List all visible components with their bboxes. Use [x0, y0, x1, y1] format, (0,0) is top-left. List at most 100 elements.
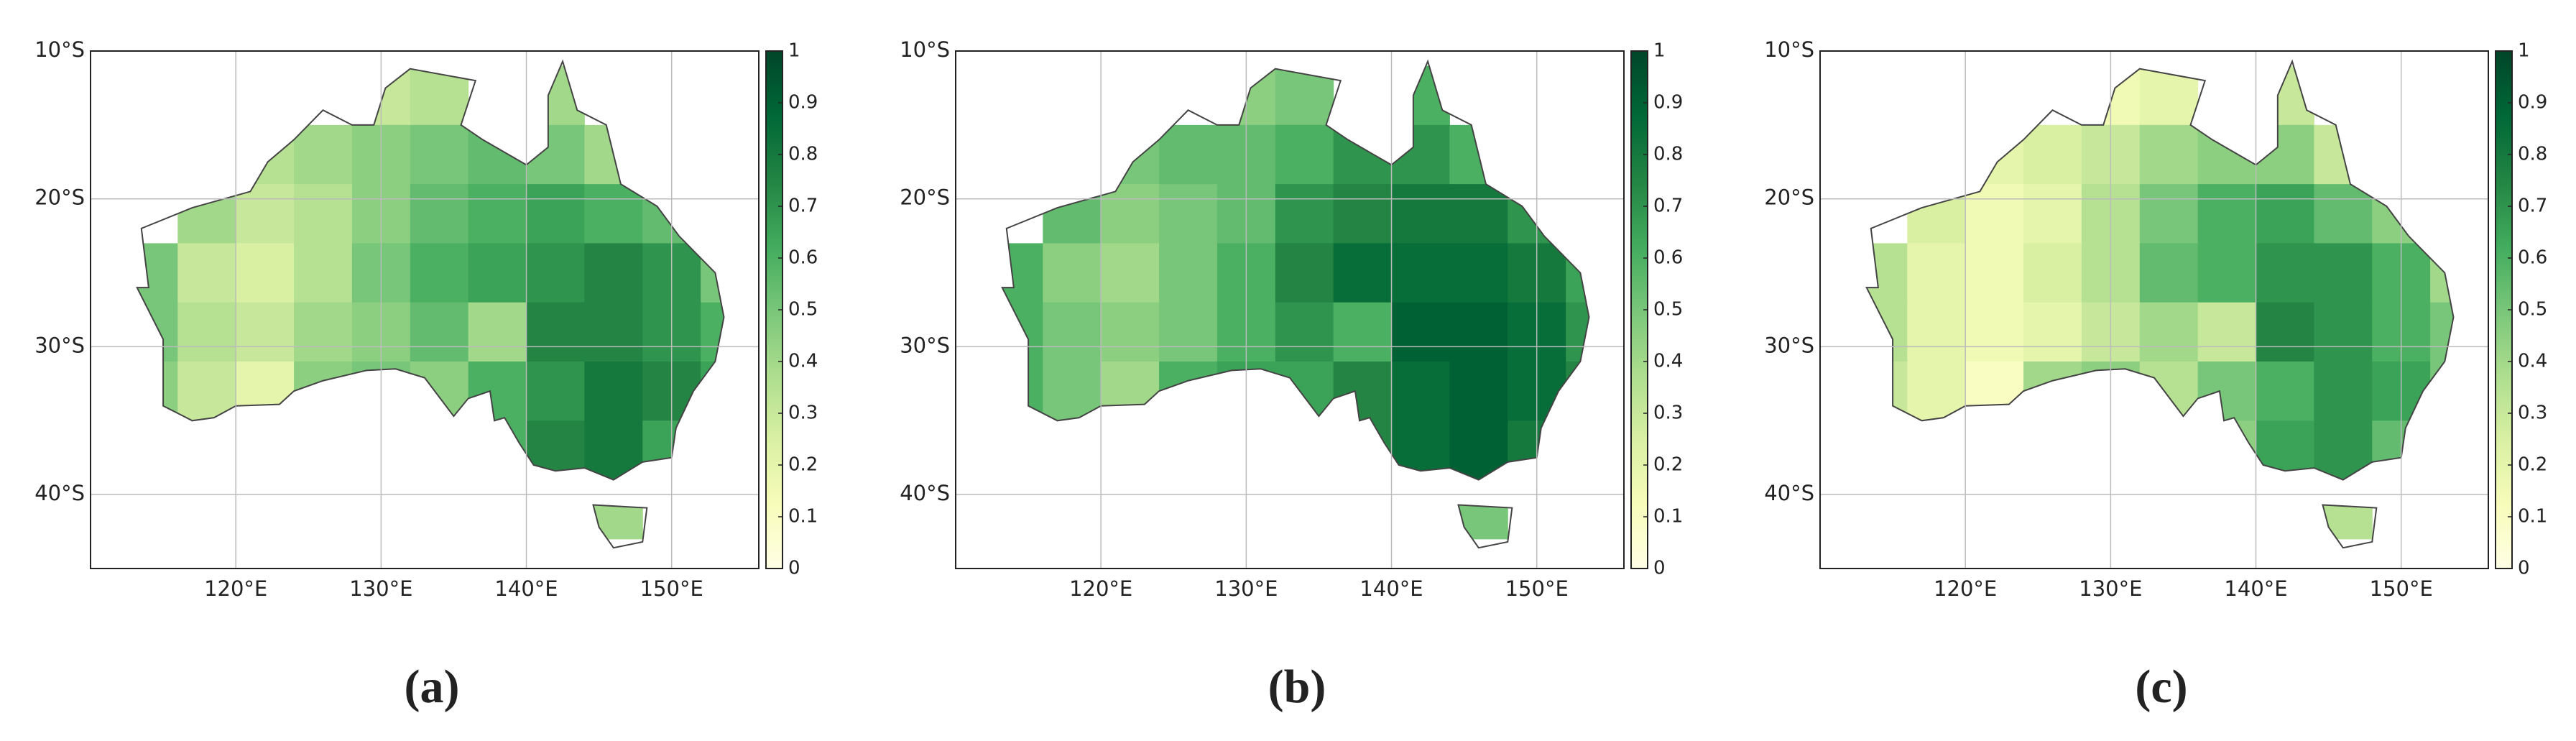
grid-cell: [468, 362, 527, 421]
grid-cell: [1333, 420, 1393, 481]
grid-cell: [410, 124, 469, 185]
grid-cells: [1866, 65, 2454, 540]
grid-cell: [1043, 362, 1102, 421]
grid-cell: [177, 302, 236, 362]
colorbar-tick-label: 0.7: [1653, 195, 1683, 217]
grid-cell: [1159, 362, 1218, 421]
grid-cell: [236, 124, 295, 185]
grid-cell: [1101, 243, 1160, 303]
colorbar-tick-label: 0.6: [788, 247, 818, 269]
grid-cell: [1391, 243, 1450, 303]
grid-cell: [1333, 302, 1393, 362]
colorbar-tick-label: 0.9: [1653, 92, 1683, 114]
grid-cell: [2314, 184, 2373, 244]
grid-cell: [137, 362, 178, 421]
grid-cell: [1866, 243, 1908, 303]
grid-cell: [1391, 124, 1450, 185]
grid-cell: [2139, 243, 2199, 303]
grid-cell: [1965, 184, 2024, 244]
colorbar-tick-label: 0.3: [788, 402, 818, 424]
grid-cell: [584, 302, 643, 362]
grid-cell: [1965, 362, 2024, 421]
y-tick-label: 10°S: [900, 37, 950, 62]
grid-cell: [2256, 362, 2314, 421]
colorbar-tick-label: 0.4: [788, 351, 818, 372]
grid-cell: [1275, 243, 1334, 303]
grid-cell: [1002, 362, 1043, 421]
grid-cell: [1043, 302, 1102, 362]
grid-cell: [410, 184, 469, 244]
grid-cell: [1159, 124, 1218, 185]
coastline: [136, 59, 725, 481]
colorbar-tick-label: 0: [2518, 558, 2530, 579]
colorbar-tick-label: 0.2: [2518, 454, 2547, 476]
grid-cell: [468, 243, 527, 303]
grid-cell: [701, 302, 724, 362]
colorbar-tick-label: 0.9: [788, 92, 818, 114]
grid-cells: [137, 65, 724, 540]
grid-cell: [2256, 243, 2314, 303]
grid-cell: [236, 362, 295, 421]
grid-cell: [1449, 302, 1508, 362]
coastline: [1865, 59, 2455, 481]
colorbar-tick-label: 0.8: [1653, 144, 1683, 165]
grid-cell: [701, 243, 724, 303]
grid-cell: [1333, 124, 1393, 185]
panel-label: (b): [1268, 661, 1326, 713]
y-tick-label: 10°S: [1764, 37, 1814, 62]
grid-cell: [410, 362, 469, 421]
colorbar-tick-label: 0.6: [2518, 247, 2547, 269]
grid-cell: [1391, 65, 1450, 126]
colorbar-tick-label: 0.9: [2518, 92, 2547, 114]
grid-cell: [2197, 362, 2257, 421]
grid-cell: [236, 302, 295, 362]
grid-cell: [1333, 243, 1393, 303]
grid-cell: [1159, 243, 1218, 303]
colorbar-tick-label: 0: [788, 558, 800, 579]
grid-cell: [526, 243, 585, 303]
grid-cell: [1159, 302, 1218, 362]
colorbar-tick-label: 0.2: [788, 454, 818, 476]
y-tick-label: 20°S: [34, 185, 85, 210]
grid-cell: [177, 243, 236, 303]
grid-cell: [137, 243, 178, 303]
grid-cell: [2314, 302, 2373, 362]
grid-cell: [584, 479, 643, 540]
plot-frame: [955, 50, 1625, 569]
plot-frame: [90, 50, 760, 569]
colorbar-tick-label: 0.2: [1653, 454, 1683, 476]
grid-cell: [294, 302, 353, 362]
grid-cell: [584, 184, 643, 244]
grid-cell: [1866, 362, 1908, 421]
grid-cell: [1391, 184, 1450, 244]
grid-cell: [526, 362, 585, 421]
grid-cell: [2139, 362, 2199, 421]
grid-cell: [1101, 184, 1160, 244]
x-tick-label: 150°E: [2370, 576, 2433, 601]
grid-cell: [2139, 124, 2199, 185]
grid-cell: [1391, 362, 1450, 421]
colorbar-tick-label: 0.5: [1653, 299, 1683, 321]
panel-label: (a): [405, 661, 460, 713]
coastline: [1001, 59, 1590, 481]
y-tick-label: 40°S: [1764, 481, 1814, 505]
grid-cell: [1101, 302, 1160, 362]
grid-cell: [2256, 184, 2314, 244]
grid-cell: [1965, 243, 2024, 303]
grid-cell: [410, 243, 469, 303]
grid-cell: [526, 184, 585, 244]
colorbar-tick-label: 1: [788, 40, 800, 62]
grid-cell: [2023, 243, 2082, 303]
y-tick-label: 20°S: [900, 185, 950, 210]
x-tick-label: 120°E: [1069, 576, 1132, 601]
x-tick-label: 120°E: [204, 576, 267, 601]
colorbar-tick-label: 0.5: [2518, 299, 2547, 321]
coastline: [2322, 504, 2378, 549]
grid-cells: [1002, 65, 1589, 540]
grid-cell: [1566, 302, 1589, 362]
grid-cell: [2139, 184, 2199, 244]
x-tick-label: 150°E: [1505, 576, 1569, 601]
x-tick-label: 150°E: [640, 576, 703, 601]
coastline: [592, 504, 648, 549]
